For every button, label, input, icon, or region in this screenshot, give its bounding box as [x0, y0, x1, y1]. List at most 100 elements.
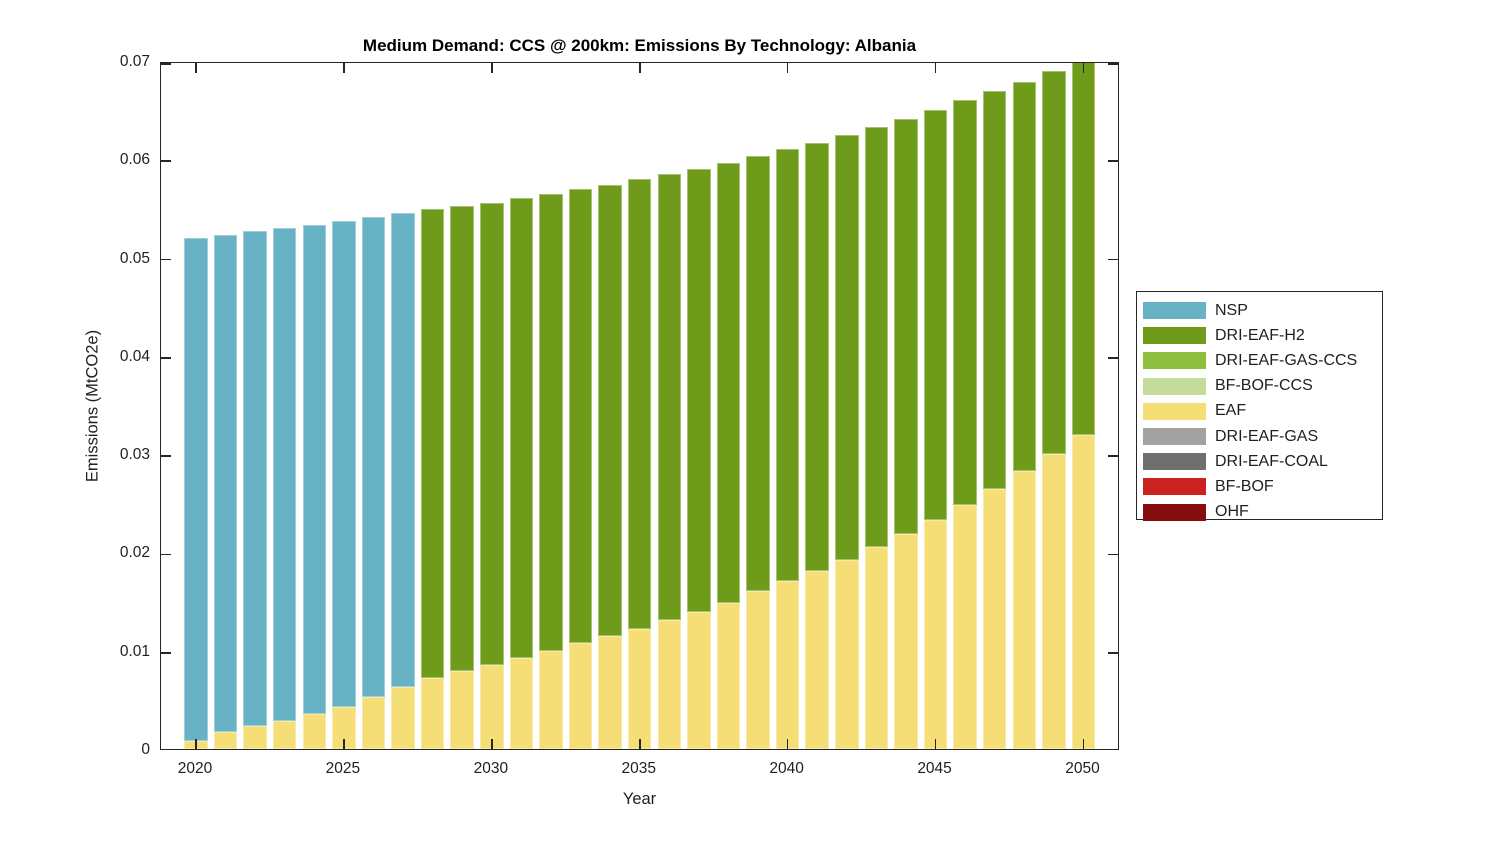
x-tick-top-2050 [1082, 63, 1085, 73]
y-tick-0 [161, 749, 171, 750]
bar-2040-dri-eaf-h2 [775, 149, 800, 581]
x-tick-top-2030 [491, 63, 493, 73]
bar-2023-eaf [272, 721, 297, 749]
x-tick-2020 [195, 739, 197, 749]
legend-item-dri-eaf-h2: DRI-EAF-H2 [1137, 323, 1382, 348]
legend-swatch-bf-bof-ccs [1143, 377, 1206, 395]
x-tick-label-2050: 2050 [1065, 760, 1100, 777]
bar-2037-eaf [687, 612, 711, 749]
y-tick-right-0.06 [1108, 160, 1118, 163]
bar-2050-eaf [1071, 434, 1096, 749]
legend-label-ohf: OHF [1215, 503, 1249, 521]
legend-swatch-nsp [1143, 302, 1206, 320]
bar-2022-nsp [243, 231, 267, 727]
bar-2023-nsp [272, 228, 297, 722]
bar-2030-eaf [480, 665, 504, 749]
y-tick-0.03 [161, 455, 171, 457]
bar-2043-eaf [864, 546, 889, 749]
bar-2026-eaf [361, 696, 386, 749]
y-tick-right-0 [1108, 749, 1118, 750]
bar-2031-eaf [509, 657, 534, 749]
bar-2027-eaf [391, 687, 415, 749]
bar-2031-dri-eaf-h2 [509, 197, 534, 658]
y-tick-right-0.01 [1108, 651, 1118, 654]
legend-label-dri-eaf-gas-ccs: DRI-EAF-GAS-CCS [1215, 351, 1358, 369]
y-tick-0.06 [161, 160, 171, 163]
legend-item-bf-bof-ccs: BF-BOF-CCS [1137, 374, 1382, 399]
bar-2039-dri-eaf-h2 [746, 156, 770, 591]
x-tick-2050 [1082, 739, 1085, 749]
bar-2048-eaf [1012, 470, 1037, 749]
bar-2046-dri-eaf-h2 [953, 100, 977, 506]
bar-2049-eaf [1042, 454, 1066, 749]
y-tick-right-0.07 [1108, 63, 1118, 65]
y-tick-right-0.04 [1108, 357, 1118, 359]
bar-2042-eaf [835, 560, 859, 749]
y-tick-0.04 [161, 357, 171, 359]
legend-swatch-ohf [1143, 503, 1206, 521]
y-tick-label-0.01: 0.01 [119, 642, 150, 660]
bar-2026-nsp [361, 217, 386, 697]
y-tick-label-0: 0 [141, 741, 150, 758]
legend-swatch-dri-eaf-h2 [1143, 327, 1206, 345]
bar-2032-dri-eaf-h2 [539, 193, 563, 651]
x-tick-2030 [491, 739, 493, 749]
bar-2032-eaf [539, 650, 563, 749]
y-tick-right-0.05 [1108, 258, 1118, 261]
y-tick-0.07 [161, 63, 171, 65]
legend-item-dri-eaf-gas: DRI-EAF-GAS [1137, 424, 1382, 449]
x-tick-top-2020 [195, 63, 197, 73]
x-axis-label: Year [622, 790, 657, 808]
legend-item-dri-eaf-gas-ccs: DRI-EAF-GAS-CCS [1137, 348, 1382, 373]
bar-2049-dri-eaf-h2 [1042, 70, 1066, 455]
legend-item-bf-bof: BF-BOF [1137, 474, 1382, 499]
chart-title: Medium Demand: CCS @ 200km: Emissions By… [362, 36, 917, 55]
bar-2035-dri-eaf-h2 [627, 178, 652, 630]
legend-label-dri-eaf-h2: DRI-EAF-H2 [1215, 326, 1305, 344]
x-tick-top-2045 [934, 63, 937, 73]
bar-2025-nsp [332, 221, 356, 707]
bar-2046-eaf [953, 505, 977, 749]
x-tick-2035 [638, 739, 641, 749]
x-tick-label-2020: 2020 [177, 760, 213, 777]
x-tick-label-2025: 2025 [325, 760, 361, 777]
legend-swatch-dri-eaf-gas [1143, 428, 1206, 446]
x-tick-label-2030: 2030 [473, 760, 509, 777]
bar-2035-eaf [627, 629, 652, 749]
plot-area [160, 62, 1119, 750]
bar-2033-eaf [568, 642, 593, 749]
bar-2039-eaf [746, 590, 770, 749]
bar-2045-eaf [923, 520, 948, 749]
bar-2027-nsp [391, 213, 415, 688]
x-tick-2045 [934, 739, 937, 749]
y-tick-label-0.02: 0.02 [119, 544, 150, 562]
x-tick-2040 [786, 739, 789, 749]
legend-label-eaf: EAF [1215, 402, 1247, 420]
bar-2048-dri-eaf-h2 [1012, 81, 1037, 471]
bar-2021-eaf [213, 732, 238, 749]
bar-2041-eaf [805, 571, 829, 749]
x-tick-label-2045: 2045 [917, 760, 952, 777]
legend-swatch-eaf [1143, 402, 1206, 420]
y-tick-right-0.03 [1108, 455, 1118, 457]
x-tick-top-2025 [343, 63, 345, 73]
y-tick-label-0.03: 0.03 [119, 446, 150, 464]
bar-2038-dri-eaf-h2 [716, 163, 741, 603]
bar-2028-eaf [420, 678, 445, 749]
bar-2024-eaf [302, 713, 327, 749]
x-tick-label-2040: 2040 [769, 760, 804, 777]
legend-label-bf-bof-ccs: BF-BOF-CCS [1215, 377, 1313, 395]
x-tick-label-2035: 2035 [621, 760, 656, 777]
legend-item-eaf: EAF [1137, 399, 1382, 424]
bar-2020-nsp [184, 237, 208, 742]
y-tick-right-0.02 [1108, 553, 1118, 556]
bar-2044-dri-eaf-h2 [894, 119, 918, 534]
legend-item-nsp: NSP [1137, 298, 1382, 323]
bar-2040-eaf [775, 580, 800, 749]
bar-2025-eaf [332, 706, 356, 749]
legend-swatch-dri-eaf-gas-ccs [1143, 352, 1206, 370]
legend-label-bf-bof: BF-BOF [1215, 477, 1274, 495]
bar-2034-eaf [598, 635, 622, 749]
bar-2022-eaf [243, 726, 267, 749]
legend-label-nsp: NSP [1215, 301, 1248, 319]
